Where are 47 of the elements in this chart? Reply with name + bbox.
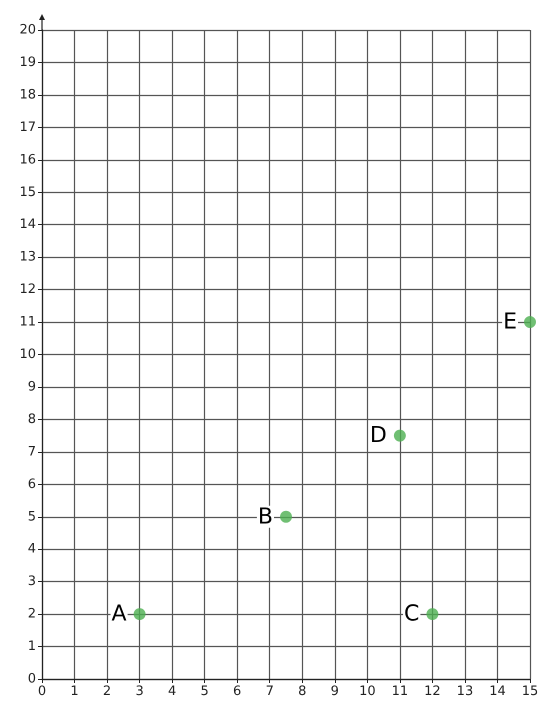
point <box>280 510 292 523</box>
y-tick-label: 9 <box>28 379 36 394</box>
x-tick-label: 10 <box>359 684 376 699</box>
annotation: E <box>503 310 517 335</box>
y-tick-label: 11 <box>19 314 36 330</box>
x-tick-label: 13 <box>456 684 474 699</box>
x-tick-label: 4 <box>168 684 176 699</box>
y-tick-label: 16 <box>19 152 36 168</box>
point <box>394 430 406 442</box>
x-tick-label: 14 <box>489 684 506 699</box>
y-tick-label: 4 <box>28 542 36 557</box>
x-tick-label: 1 <box>70 684 79 699</box>
x-tick-label: 8 <box>298 684 306 699</box>
y-tick-label: 14 <box>19 217 36 232</box>
x-tick-label: 5 <box>200 684 209 699</box>
y-tick-label: 5 <box>28 509 36 524</box>
y-tick-label: 0 <box>28 672 36 686</box>
point <box>134 608 146 620</box>
y-tick-label: 1 <box>28 639 36 654</box>
y-tick-label: 7 <box>28 444 36 460</box>
y-tick-label: 12 <box>19 282 36 298</box>
y-tick-label: 8 <box>28 412 36 427</box>
point <box>524 316 536 328</box>
x-tick-label: 3 <box>135 684 144 699</box>
x-tick-label: 11 <box>392 684 408 699</box>
x-tick-label: 15 <box>522 684 538 699</box>
annotation: C <box>404 602 420 627</box>
y-tick-label: 3 <box>28 574 36 590</box>
x-tick-label: 2 <box>102 684 112 699</box>
annotation: D <box>370 423 387 448</box>
y-tick-label: 2 <box>28 606 36 622</box>
annotation: B <box>258 504 273 530</box>
y-tick-label: 6 <box>28 476 36 492</box>
x-tick-label: 7 <box>266 684 274 699</box>
point <box>426 608 438 620</box>
y-tick-label: 13 <box>19 250 36 265</box>
x-tick-label: 6 <box>233 684 242 699</box>
y-tick-label: 20 <box>19 22 36 38</box>
y-tick-label: 10 <box>19 347 36 362</box>
y-tick-label: 15 <box>19 184 36 200</box>
y-tick-label: 19 <box>19 54 36 70</box>
annotation: A <box>112 602 127 627</box>
x-tick-label: 0 <box>38 684 46 699</box>
x-tick-label: 9 <box>330 684 339 699</box>
x-tick-label: 12 <box>424 684 441 699</box>
y-tick-label: 18 <box>19 87 36 102</box>
y-tick-label: 17 <box>19 120 36 135</box>
